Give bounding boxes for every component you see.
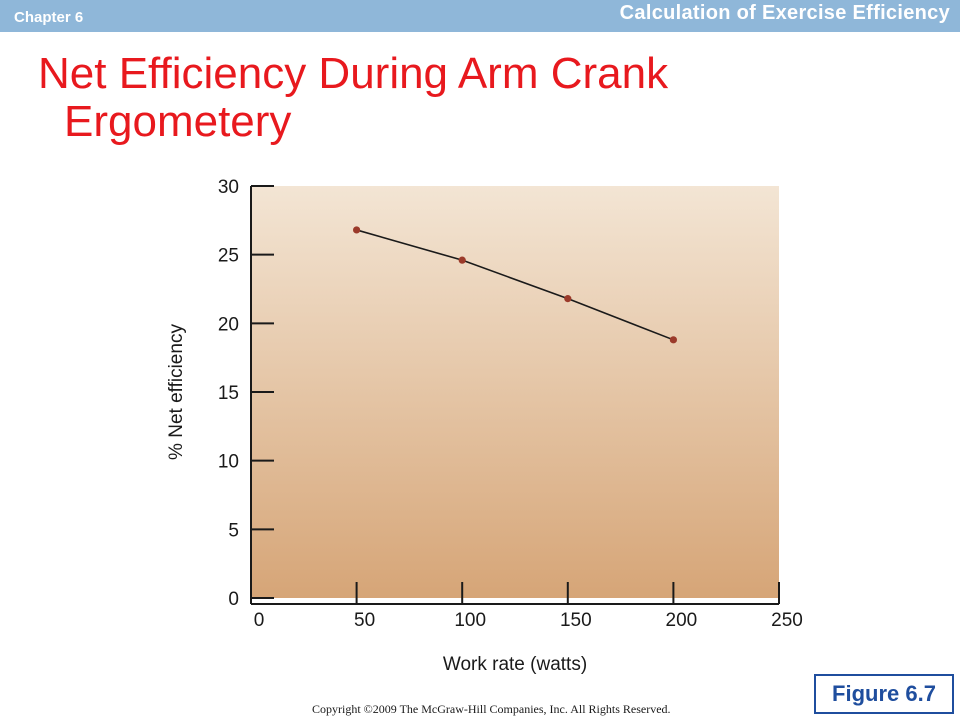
x-tick-label: 100 xyxy=(454,610,486,631)
x-axis: 0 50 100 150 200 250 xyxy=(250,582,803,631)
y-tick-label: 20 xyxy=(218,314,239,335)
series-line xyxy=(356,229,674,341)
y-tick-label: 15 xyxy=(218,383,239,404)
y-axis: 0 5 10 15 20 25 30 xyxy=(218,177,274,610)
copyright-notice: Copyright ©2009 The McGraw-Hill Companie… xyxy=(312,702,671,716)
slide-title-line2: Ergometery xyxy=(64,97,292,146)
y-tick-label: 10 xyxy=(218,452,239,473)
data-point xyxy=(564,295,572,303)
figure-label: Figure 6.7 xyxy=(814,674,954,714)
x-tick-label: 250 xyxy=(771,610,803,631)
x-tick-label: 150 xyxy=(560,610,592,631)
data-point xyxy=(353,226,361,234)
y-tick-label: 25 xyxy=(218,246,239,267)
section-title: Calculation of Exercise Efficiency xyxy=(619,2,950,24)
x-tick-label: 50 xyxy=(354,610,375,631)
y-tick-label: 5 xyxy=(228,520,239,541)
header-bar: Chapter 6 Calculation of Exercise Effici… xyxy=(0,0,960,32)
x-tick-label: 0 xyxy=(254,610,265,631)
y-axis-label: % Net efficiency xyxy=(166,324,187,460)
series-group xyxy=(353,226,678,344)
x-tick-label: 200 xyxy=(666,610,698,631)
y-tick-label: 30 xyxy=(218,177,239,198)
x-axis-label: Work rate (watts) xyxy=(443,654,587,675)
plot-background xyxy=(251,186,779,598)
slide-title-line1: Net Efficiency During Arm Crank xyxy=(38,49,669,98)
chapter-label: Chapter 6 xyxy=(14,9,84,26)
data-point xyxy=(669,336,678,344)
data-point xyxy=(458,256,466,264)
y-tick-label: 0 xyxy=(228,589,239,610)
slide-title: Net Efficiency During Arm Crank Ergomete… xyxy=(38,50,918,146)
